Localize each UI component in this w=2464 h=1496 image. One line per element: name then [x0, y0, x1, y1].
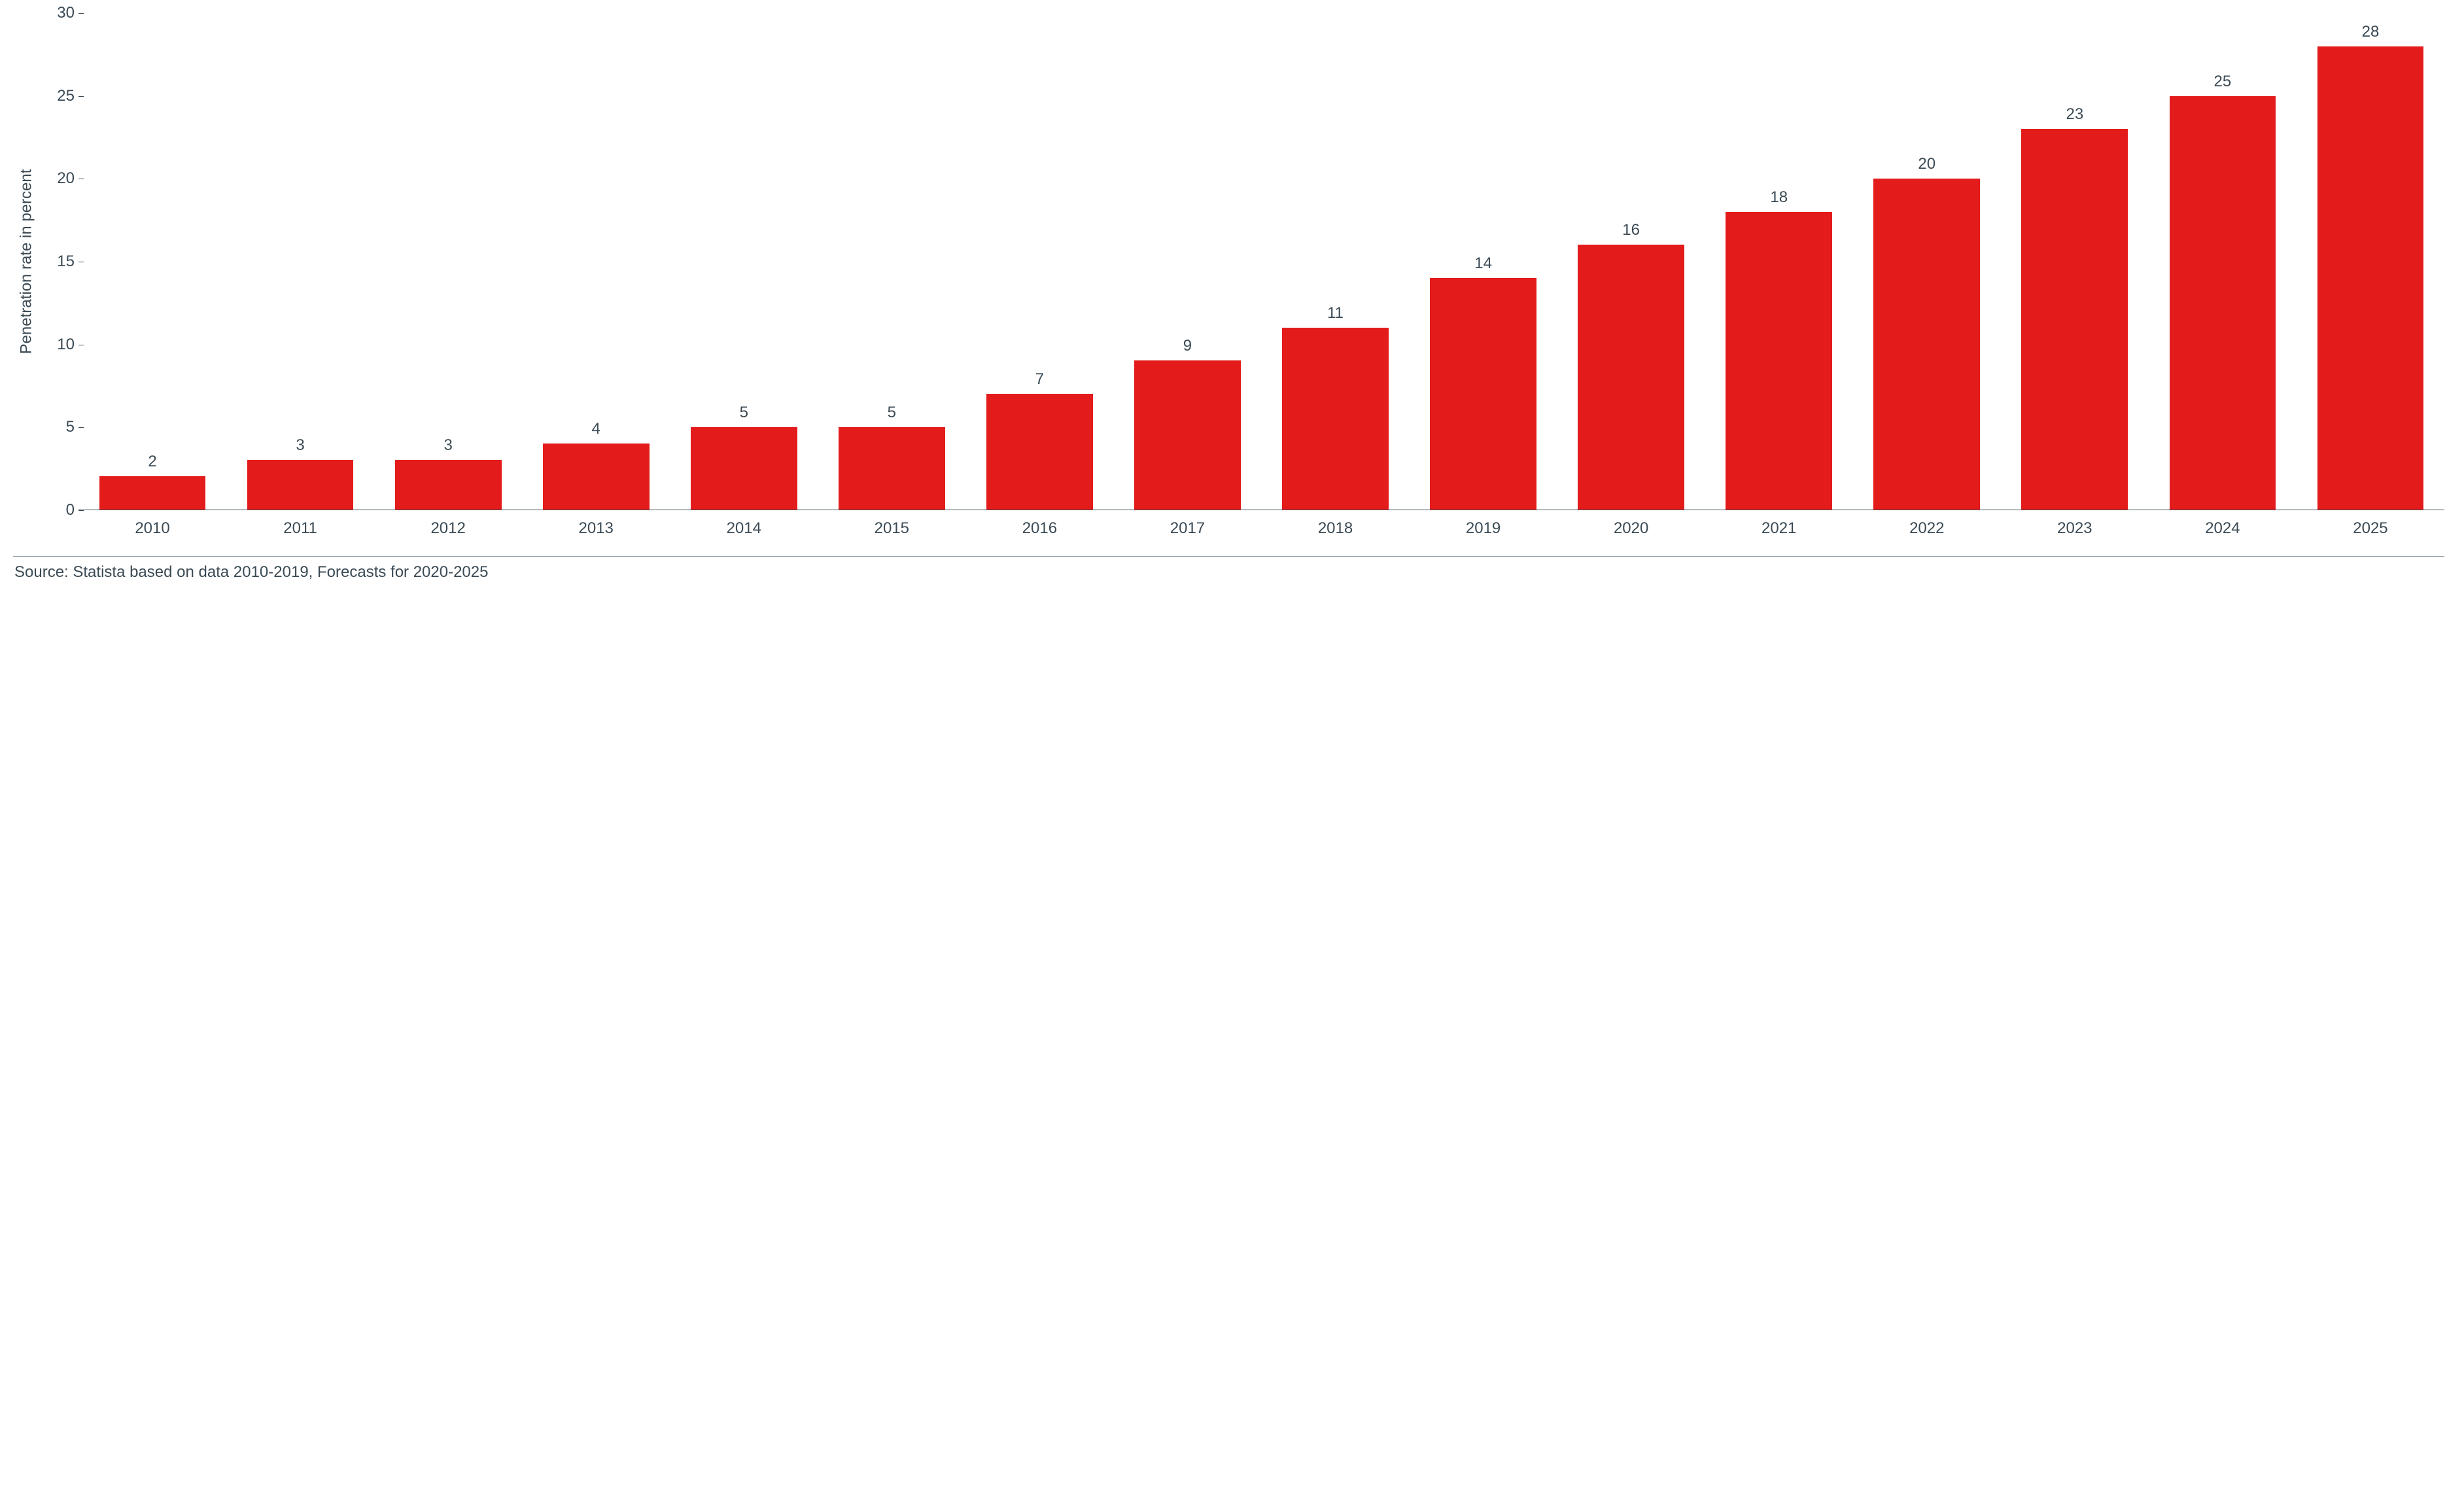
y-tick-label: 5 [66, 418, 75, 436]
bar-value-label: 2 [148, 453, 156, 471]
bar [99, 476, 206, 510]
bar-value-label: 5 [888, 404, 896, 422]
y-axis-label-column: Penetration rate in percent [13, 13, 39, 510]
x-tick-label: 2023 [2001, 519, 2149, 538]
y-tick-mark [78, 427, 84, 428]
x-tick-label: 2016 [965, 519, 1113, 538]
y-tick-mark [78, 510, 84, 511]
bar-slot: 25 [2149, 13, 2297, 510]
bar [2021, 129, 2128, 510]
bar-slot: 5 [670, 13, 818, 510]
bar [986, 394, 1093, 510]
x-axis-ticks: 2010201120122013201420152016201720182019… [78, 519, 2444, 538]
y-axis: 051015202530 [39, 13, 78, 510]
bar-value-label: 3 [443, 436, 452, 455]
x-tick-label: 2015 [818, 519, 965, 538]
bar-slot: 3 [226, 13, 374, 510]
plot-area: 233455791114161820232528 [78, 13, 2444, 510]
bar [2317, 46, 2424, 510]
bar-value-label: 9 [1183, 337, 1192, 355]
bar [395, 460, 502, 510]
y-axis-label: Penetration rate in percent [17, 169, 35, 355]
bar-value-label: 3 [296, 436, 304, 455]
y-tick-label: 0 [66, 501, 75, 519]
x-axis-spacer [13, 519, 78, 538]
bars-row: 233455791114161820232528 [78, 13, 2444, 510]
bar-value-label: 28 [2362, 23, 2380, 41]
plot-column: 233455791114161820232528 [78, 13, 2444, 510]
bar-value-label: 18 [1770, 188, 1788, 207]
bar-slot: 9 [1113, 13, 1261, 510]
x-tick-label: 2011 [226, 519, 374, 538]
bar-slot: 14 [1410, 13, 1557, 510]
bar-slot: 28 [2297, 13, 2444, 510]
bar-value-label: 7 [1035, 370, 1044, 389]
footer-rule [13, 556, 2444, 557]
bar-value-label: 4 [592, 420, 600, 438]
bar-slot: 4 [522, 13, 670, 510]
y-tick-mark [78, 96, 84, 97]
bar [691, 427, 797, 510]
bar-slot: 20 [1853, 13, 2001, 510]
chart-area: Penetration rate in percent 051015202530… [13, 13, 2444, 510]
bar-value-label: 20 [1918, 155, 1935, 173]
chart-container: Penetration rate in percent 051015202530… [0, 0, 2464, 595]
x-tick-label: 2025 [2297, 519, 2444, 538]
bar-value-label: 25 [2214, 73, 2232, 91]
bar-value-label: 11 [1327, 304, 1344, 322]
bar-slot: 11 [1262, 13, 1410, 510]
bar [839, 427, 945, 510]
bar [543, 444, 650, 510]
bar [2170, 96, 2276, 510]
x-tick-label: 2017 [1113, 519, 1261, 538]
bar-value-label: 23 [2066, 105, 2083, 124]
bar [247, 460, 354, 510]
x-tick-label: 2021 [1705, 519, 1853, 538]
y-tick-label: 10 [57, 336, 75, 354]
x-tick-label: 2013 [522, 519, 670, 538]
y-tick-label: 20 [57, 169, 75, 188]
y-tick-label: 25 [57, 87, 75, 105]
x-tick-label: 2019 [1410, 519, 1557, 538]
bar-value-label: 16 [1622, 221, 1640, 239]
y-tick-label: 15 [57, 252, 75, 271]
x-tick-label: 2010 [78, 519, 226, 538]
bar [1873, 179, 1980, 510]
y-tick-label: 30 [57, 4, 75, 22]
bar [1726, 212, 1832, 510]
bar-slot: 16 [1557, 13, 1705, 510]
y-tick-mark [78, 13, 84, 14]
bar-slot: 7 [965, 13, 1113, 510]
bar [1134, 360, 1241, 510]
bar-slot: 18 [1705, 13, 1853, 510]
source-text: Source: Statista based on data 2010-2019… [14, 563, 2444, 582]
bar-slot: 2 [78, 13, 226, 510]
x-axis: 2010201120122013201420152016201720182019… [13, 519, 2444, 538]
bar-slot: 3 [374, 13, 522, 510]
x-tick-label: 2012 [374, 519, 522, 538]
bar-value-label: 14 [1474, 254, 1492, 273]
bar-value-label: 5 [740, 404, 748, 422]
x-tick-label: 2018 [1262, 519, 1410, 538]
x-tick-label: 2022 [1853, 519, 2001, 538]
x-tick-label: 2020 [1557, 519, 1705, 538]
bar-slot: 23 [2001, 13, 2149, 510]
bar-slot: 5 [818, 13, 965, 510]
x-tick-label: 2024 [2149, 519, 2297, 538]
bar [1430, 278, 1536, 510]
bar [1578, 245, 1684, 510]
x-tick-label: 2014 [670, 519, 818, 538]
bar [1282, 328, 1389, 510]
